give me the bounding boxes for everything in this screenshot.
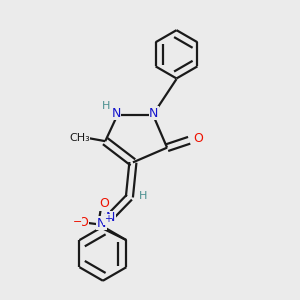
Text: −: − (73, 217, 82, 227)
Text: H: H (139, 190, 148, 201)
Text: O: O (79, 216, 88, 229)
Text: N: N (97, 217, 106, 230)
Text: N: N (149, 107, 158, 120)
Text: N: N (112, 107, 121, 120)
Text: O: O (193, 132, 203, 145)
Text: N: N (106, 211, 115, 224)
Text: H: H (102, 101, 111, 111)
Text: O: O (100, 197, 110, 210)
Text: CH₃: CH₃ (69, 133, 90, 142)
Text: +: + (104, 214, 112, 224)
